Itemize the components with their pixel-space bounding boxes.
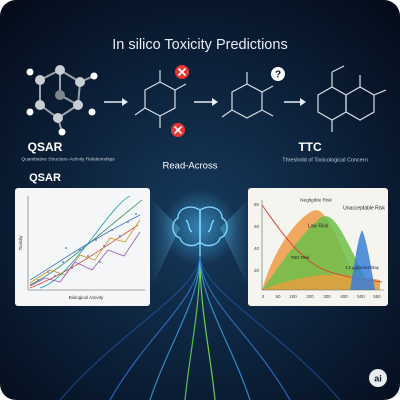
- y-tick-label: 80: [254, 202, 260, 207]
- badge-label: ai: [374, 373, 382, 383]
- x-tick-label: 550: [373, 294, 381, 299]
- title: In silico Toxicity Predictions: [112, 37, 287, 53]
- x-tick-label: 0: [262, 294, 265, 299]
- qsar-plot: [27, 195, 145, 291]
- risk-label: Negligible Risk: [300, 197, 332, 203]
- x-axis-label: Biological Activity: [69, 295, 104, 300]
- brain-icon: [172, 206, 228, 256]
- badge: [369, 369, 387, 387]
- data-streams: [59, 254, 341, 401]
- y-tick-label: 20: [254, 268, 260, 273]
- x-tick-label: 400: [340, 294, 348, 299]
- risk-label: Low Risk: [308, 223, 329, 229]
- reject-icon: [171, 65, 189, 137]
- molecule-3d: [26, 65, 98, 136]
- step-sublabel: Quantitative Structure-Activity Relation…: [21, 156, 115, 162]
- molecule-2: [134, 70, 187, 128]
- question-icon: ?: [271, 67, 285, 81]
- x-tick-label: 50: [275, 294, 281, 299]
- x-tick-label: 500: [357, 294, 365, 299]
- molecule-4: [317, 65, 387, 132]
- x-tick-label: 100: [289, 294, 297, 299]
- y-axis-label: Toxicity: [18, 235, 23, 251]
- svg-text:?: ?: [275, 70, 281, 81]
- y-ticks: 80 60 40 20: [254, 202, 260, 273]
- risk-label: Unacceptable Risk: [343, 205, 385, 211]
- x-tick-label: 200: [306, 294, 314, 299]
- qsar-points: [37, 213, 137, 281]
- x-ticks: 0 50 100 200 300 400 500 550: [262, 294, 382, 299]
- step-sublabel: Threshold of Toxicological Concern: [282, 157, 368, 163]
- step-label: Read-Across: [163, 161, 218, 172]
- x-tick-label: 300: [323, 294, 331, 299]
- arrows: [104, 98, 306, 106]
- panel-heading: QSAR: [29, 172, 61, 184]
- ttc-plot: [261, 200, 384, 291]
- step-label: QSAR: [28, 140, 63, 154]
- molecule-3: [221, 72, 274, 119]
- y-tick-label: 40: [254, 246, 260, 251]
- step-label: TTC: [298, 140, 322, 154]
- risk-label: TBD Risk: [291, 255, 311, 260]
- y-tick-label: 60: [254, 224, 260, 229]
- threshold-label: 1.5 µg/person/day: [345, 265, 380, 270]
